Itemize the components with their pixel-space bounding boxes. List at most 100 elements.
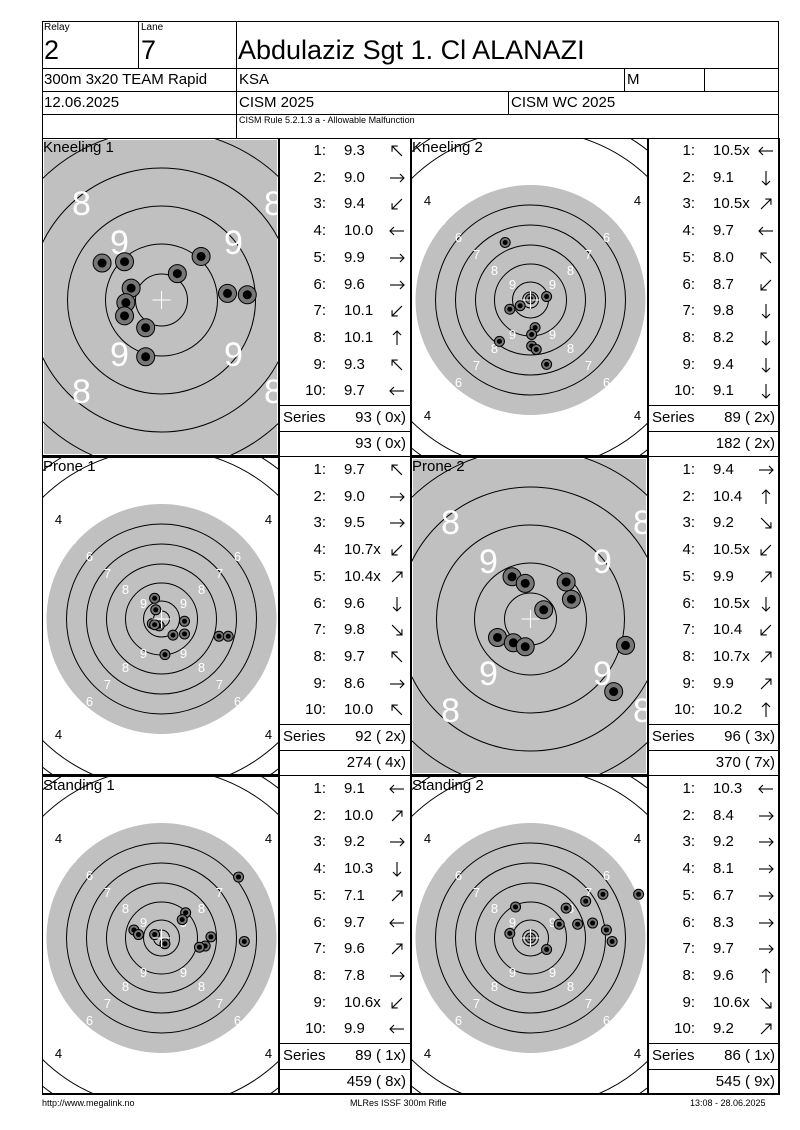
shot-value: 9.1 xyxy=(344,780,365,797)
shot-value: 9.3 xyxy=(344,355,365,373)
shot-number: 2: xyxy=(313,487,326,505)
direction-arrow-icon xyxy=(761,384,771,400)
ring-number: 8 xyxy=(567,979,574,994)
shot-value: 9.7 xyxy=(344,647,365,665)
shot-value: 9.9 xyxy=(344,248,365,266)
shot-number: 6: xyxy=(313,913,326,931)
ring-number: 9 xyxy=(180,646,187,661)
shot-row: 7: 9.7 xyxy=(649,936,781,962)
ring-number: 6 xyxy=(603,375,610,390)
shot-value: 8.1 xyxy=(713,860,734,878)
direction-arrow-icon xyxy=(391,810,403,822)
shot-value: 10.5x xyxy=(713,594,750,612)
divider xyxy=(649,1043,779,1044)
row-divider xyxy=(411,775,780,776)
shot-row: 8: 7.8 xyxy=(280,963,412,989)
shot-row: 3: 9.2 xyxy=(280,829,412,855)
divider xyxy=(280,1043,410,1044)
ring-number: 4 xyxy=(55,1046,62,1061)
shot-value: 9.7 xyxy=(713,940,734,958)
shot-row: 2: 9.0 xyxy=(280,484,412,510)
shot-row: 7: 10.4 xyxy=(649,617,781,643)
shot-number: 1: xyxy=(682,461,695,478)
shot-value: 10.1 xyxy=(344,302,374,320)
series-score: 89 ( 1x) xyxy=(355,1047,406,1064)
shot-row: 9: 9.4 xyxy=(649,352,781,378)
shot-row: 3: 9.2 xyxy=(649,829,781,855)
ring-number: 6 xyxy=(455,230,462,245)
shot-value: 10.0 xyxy=(344,701,374,719)
running-total: 370 ( 7x) xyxy=(715,754,775,771)
shot-row: 7: 9.8 xyxy=(280,617,412,643)
footer-url: http://www.megalink.no xyxy=(42,1098,135,1108)
shot-row: 8: 10.7x xyxy=(649,644,781,670)
shot-number: 8: xyxy=(313,966,326,984)
direction-arrow-icon xyxy=(391,305,403,317)
position-label: Standing 2 xyxy=(412,777,484,794)
nation: KSA xyxy=(239,71,270,88)
ring-number: 6 xyxy=(234,1013,241,1028)
shot-number: 4: xyxy=(682,541,695,559)
ring-number: 8 xyxy=(441,504,460,542)
shot-row: 8: 9.6 xyxy=(649,963,781,989)
shot-row: 3: 9.2 xyxy=(649,510,781,536)
ring-number: 9 xyxy=(549,965,556,980)
ring-number: 5 xyxy=(250,851,257,866)
ring-number: 4 xyxy=(424,193,431,208)
direction-arrow-icon xyxy=(759,811,774,821)
shot-row: 5: 9.9 xyxy=(280,245,412,271)
ring-number: 7 xyxy=(216,566,223,581)
shot-number: 5: xyxy=(682,567,695,585)
shot-value: 9.4 xyxy=(344,195,365,213)
row-divider xyxy=(411,1094,780,1095)
ring-number: 8 xyxy=(122,582,129,597)
shot-value: 8.7 xyxy=(713,275,734,293)
shot-list: 1: 10.5x 2: 9.1 3: 10.5x 4: 9.7 5: 8.0 6: 8.7 7: 9.8 8… xyxy=(648,138,780,456)
ring-number: 4 xyxy=(265,1046,272,1061)
row-divider xyxy=(42,1094,411,1095)
shot-row: 2: 9.1 xyxy=(649,165,781,191)
ring-number: 4 xyxy=(55,831,62,846)
ring-number: 5 xyxy=(439,392,446,407)
shot-number: 3: xyxy=(313,514,326,532)
ring-number: 9 xyxy=(549,327,556,342)
direction-arrow-icon xyxy=(761,968,771,983)
shot-number: 9: xyxy=(682,355,695,373)
divider xyxy=(649,405,779,406)
shot-row: 7: 9.6 xyxy=(280,936,412,962)
ring-number: 6 xyxy=(86,868,93,883)
shot-row: 5: 9.9 xyxy=(649,564,781,590)
shot-row: 5: 6.7 xyxy=(649,883,781,909)
shot-number: 1: xyxy=(313,461,326,478)
ring-number: 4 xyxy=(634,831,641,846)
shot-row: 9: 8.6 xyxy=(280,671,412,697)
shot-value: 9.2 xyxy=(713,833,734,851)
ring-number: 7 xyxy=(473,358,480,373)
shot-row: 7: 10.1 xyxy=(280,298,412,324)
direction-arrow-icon xyxy=(391,544,403,556)
shot-number: 3: xyxy=(682,833,695,851)
shot-row: 10: 9.1 xyxy=(649,378,781,404)
row-divider xyxy=(42,775,411,776)
shot-row: 9: 10.6x xyxy=(280,990,412,1016)
direction-arrow-icon xyxy=(758,226,773,236)
direction-arrow-icon xyxy=(758,784,773,794)
ring-number: 4 xyxy=(265,831,272,846)
shot-row: 4: 10.7x xyxy=(280,537,412,563)
shot-row: 1: 10.5x xyxy=(649,138,781,164)
shot-number: 2: xyxy=(313,168,326,186)
shot-number: 7: xyxy=(682,302,695,320)
ring-number: 9 xyxy=(224,336,243,374)
shot-row: 3: 10.5x xyxy=(649,191,781,217)
shot-value: 10.0 xyxy=(344,222,374,240)
ring-number: 6 xyxy=(455,868,462,883)
shot-number: 10: xyxy=(674,382,695,400)
ring-number: 9 xyxy=(140,646,147,661)
shot-row: 5: 7.1 xyxy=(280,883,412,909)
shot-row: 2: 10.4 xyxy=(649,484,781,510)
direction-arrow-icon xyxy=(760,252,772,264)
ring-number: 4 xyxy=(265,512,272,527)
direction-arrow-icon xyxy=(390,173,405,183)
direction-arrow-icon xyxy=(760,518,772,529)
direction-arrow-icon xyxy=(761,304,771,319)
